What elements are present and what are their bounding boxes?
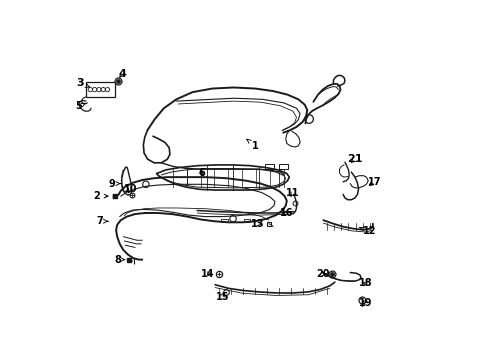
Bar	[221, 219, 227, 222]
Text: 17: 17	[367, 177, 380, 187]
Bar	[244, 219, 250, 222]
Bar	[265, 164, 274, 169]
Text: 6: 6	[198, 168, 204, 178]
Text: 19: 19	[358, 298, 372, 308]
Text: 13: 13	[251, 219, 264, 229]
Text: 5: 5	[75, 102, 85, 112]
Text: 3: 3	[76, 78, 89, 88]
Bar	[278, 164, 287, 169]
Text: 4: 4	[119, 69, 126, 79]
Text: 10: 10	[123, 184, 137, 194]
Text: 9: 9	[108, 179, 121, 189]
Text: 11: 11	[285, 188, 299, 198]
Text: 2: 2	[93, 191, 108, 201]
Text: 12: 12	[359, 226, 375, 236]
Text: 8: 8	[115, 255, 124, 265]
Text: 18: 18	[358, 278, 372, 288]
Text: 16: 16	[280, 208, 293, 218]
Text: 15: 15	[215, 292, 228, 302]
Text: 7: 7	[96, 216, 108, 226]
Text: 21: 21	[346, 154, 362, 164]
Text: 1: 1	[246, 139, 258, 151]
Text: 20: 20	[315, 269, 329, 279]
Text: 14: 14	[201, 269, 214, 279]
Bar	[86, 82, 115, 97]
